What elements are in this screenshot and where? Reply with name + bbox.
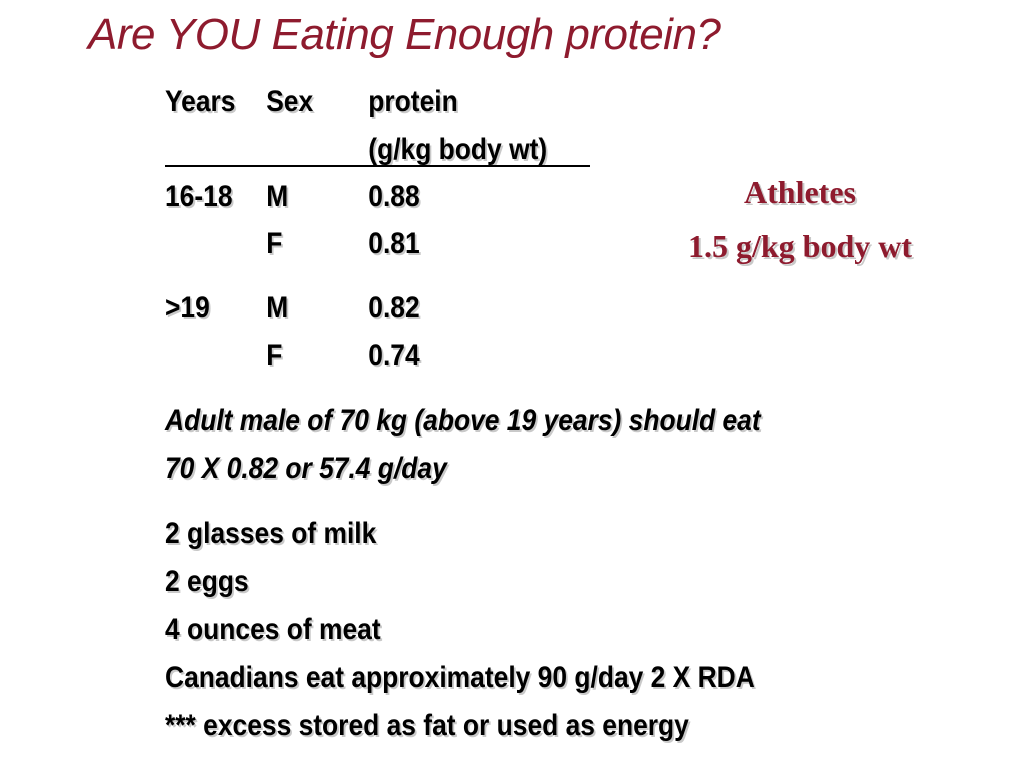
example-line-1: Adult male of 70 kg (above 19 years) sho… — [165, 404, 761, 437]
header-underline — [165, 165, 590, 167]
row-years: >19 — [165, 291, 210, 324]
list-item: Canadians eat approximately 90 g/day 2 X… — [165, 661, 755, 694]
list-item: 2 eggs — [165, 565, 249, 598]
header-years: Years — [165, 85, 236, 118]
row-sex: M — [266, 180, 289, 213]
list-item: 2 glasses of milk — [165, 517, 377, 550]
header-sex: Sex — [266, 85, 314, 118]
row-value: 0.74 — [368, 339, 420, 372]
athletes-value: 1.5 g/kg body wt — [687, 228, 913, 264]
row-sex: M — [266, 291, 289, 324]
row-years: 16-18 — [165, 180, 233, 213]
page-title: Are YOU Eating Enough protein? — [88, 10, 721, 59]
athletes-label: Athletes — [744, 174, 856, 210]
list-item: *** excess stored as fat or used as ener… — [165, 709, 689, 742]
row-value: 0.81 — [368, 227, 420, 260]
example-line-2: 70 X 0.82 or 57.4 g/day — [165, 452, 447, 485]
row-sex: F — [266, 339, 283, 372]
header-protein: protein — [368, 85, 458, 118]
list-item: 4 ounces of meat — [165, 613, 381, 646]
row-value: 0.82 — [368, 291, 420, 324]
header-unit: (g/kg body wt) — [368, 133, 548, 166]
row-sex: F — [266, 227, 283, 260]
row-value: 0.88 — [368, 180, 420, 213]
